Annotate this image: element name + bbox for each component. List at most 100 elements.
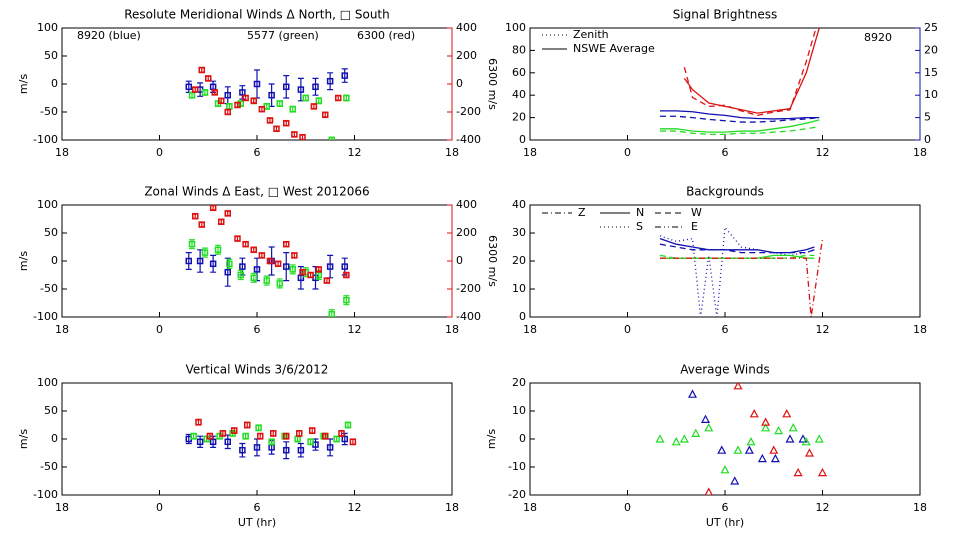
y2-tick-label: -200: [456, 282, 481, 295]
marker: [283, 432, 290, 440]
marker: [205, 75, 212, 82]
marker: [749, 409, 759, 418]
error-bar: [341, 68, 348, 83]
marker: [704, 487, 713, 495]
panel-title: Vertical Winds 3/6/2012: [186, 363, 329, 377]
legend-label: E: [691, 220, 698, 233]
marker: [655, 434, 665, 443]
marker: [349, 438, 357, 446]
y-axis-label: m/s: [485, 429, 498, 449]
marker: [700, 414, 711, 423]
x-tick-label: 6: [254, 501, 261, 514]
legend-label: Zenith: [573, 28, 609, 41]
marker: [283, 446, 290, 454]
marker: [255, 424, 262, 432]
marker: [231, 427, 238, 434]
marker: [328, 136, 335, 140]
line: [683, 28, 817, 117]
marker: [276, 100, 283, 107]
x-tick-label: 0: [624, 323, 631, 336]
marker: [268, 91, 275, 99]
marker: [250, 274, 257, 282]
marker: [224, 268, 231, 276]
y-tick-label: -100: [33, 310, 58, 323]
marker: [730, 476, 740, 485]
marker: [239, 263, 246, 270]
x-tick-label: 18: [55, 323, 69, 336]
error-bar: [327, 72, 334, 91]
marker: [326, 444, 334, 451]
y-tick-label: 0: [519, 133, 526, 146]
x-tick-label: 18: [55, 501, 69, 514]
marker: [253, 80, 261, 88]
x-tick-label: 18: [445, 501, 459, 514]
x-tick-label: 0: [156, 501, 163, 514]
marker: [774, 425, 784, 435]
marker: [196, 438, 204, 446]
marker: [268, 438, 275, 446]
marker: [242, 432, 249, 440]
panel-title: Signal Brightness: [673, 8, 778, 22]
error-bar: [197, 82, 204, 97]
marker: [283, 263, 290, 270]
y-tick-label: 0: [519, 432, 526, 445]
marker: [343, 271, 350, 279]
marker: [322, 432, 329, 440]
marker: [239, 446, 246, 454]
line: [683, 28, 820, 114]
error-bar: [283, 252, 290, 282]
marker: [757, 453, 767, 463]
y2-tick-label: 0: [924, 133, 931, 146]
plot-area: [655, 383, 828, 495]
marker: [770, 453, 780, 463]
marker: [782, 409, 792, 418]
error-bar: [268, 246, 275, 276]
x-tick-label: 18: [523, 501, 537, 514]
legend-label: N: [636, 206, 644, 219]
y-tick-label: 50: [44, 404, 58, 417]
x-tick-label: 18: [55, 146, 69, 159]
marker: [312, 83, 319, 91]
y-tick-label: 20: [512, 376, 526, 389]
marker: [679, 434, 689, 443]
y-tick-label: 20: [512, 111, 526, 124]
y-tick-label: -100: [33, 133, 58, 146]
legend-label: 8920 (blue): [77, 29, 141, 42]
y2-tick-label: 0: [456, 77, 463, 90]
marker: [297, 446, 305, 454]
marker: [237, 271, 244, 279]
marker: [283, 240, 290, 248]
legend-label: W: [691, 206, 702, 219]
marker: [263, 277, 270, 284]
y-tick-label: 20: [512, 254, 526, 267]
marker: [299, 133, 306, 140]
error-bar: [283, 75, 290, 99]
marker: [224, 108, 231, 116]
marker: [344, 421, 352, 429]
y2-axis-label: 6300 m/s: [486, 58, 499, 110]
marker: [323, 277, 331, 284]
y2-tick-label: 5: [924, 111, 931, 124]
marker: [733, 383, 743, 390]
x-tick-label: 12: [348, 501, 362, 514]
y-tick-label: -50: [40, 282, 58, 295]
marker: [307, 438, 314, 446]
marker: [219, 430, 227, 437]
y-tick-label: 10: [512, 282, 526, 295]
legend-label: 5577 (green): [247, 29, 319, 42]
y-axis-label: m/s: [17, 251, 30, 271]
x-axis-label: UT (hr): [706, 516, 744, 529]
marker: [315, 266, 322, 273]
y2-tick-label: 200: [456, 49, 477, 62]
marker: [234, 101, 241, 109]
marker: [266, 117, 274, 124]
marker: [270, 430, 277, 437]
y2-tick-label: 400: [456, 21, 477, 34]
marker: [343, 296, 350, 304]
marker: [224, 91, 231, 99]
x-tick-label: 18: [913, 323, 927, 336]
marker: [744, 445, 754, 454]
x-tick-label: 0: [156, 323, 163, 336]
